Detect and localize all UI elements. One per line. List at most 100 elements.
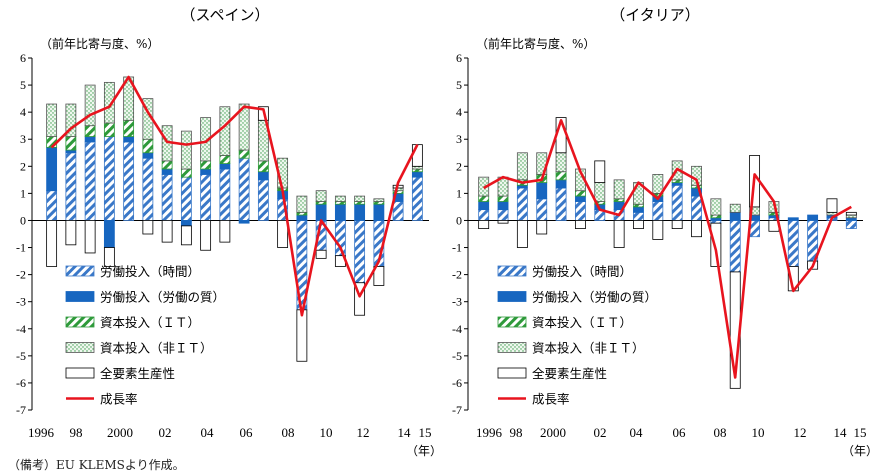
bar-4-2005 xyxy=(652,174,664,194)
bar-2-2004 xyxy=(633,206,644,213)
bar-5-2002 xyxy=(161,220,173,243)
legend-swatch xyxy=(65,291,95,302)
legend-label: 成長率 xyxy=(100,392,138,407)
bar-3-2012 xyxy=(354,201,366,205)
legend-label: 労働投入（労働の質） xyxy=(532,290,657,305)
bar-4-2003 xyxy=(180,130,192,170)
bar-4-2002 xyxy=(594,182,606,202)
bar-5-2006 xyxy=(671,220,683,229)
bar-1-2006 xyxy=(238,157,250,221)
legend-swatch xyxy=(65,316,95,328)
y-tick-label: -5 xyxy=(16,349,26,363)
bar-3-1997 xyxy=(65,136,77,151)
bar-3-2015 xyxy=(411,168,423,173)
bar-3-2001 xyxy=(142,138,154,154)
bar-1-2009 xyxy=(729,220,741,273)
bar-2-1997 xyxy=(497,201,509,211)
y-axis-label: （前年比寄与度、%） xyxy=(476,36,595,51)
bar-2-2013 xyxy=(807,214,819,221)
bar-1-1997 xyxy=(497,209,509,221)
growth-rate-line xyxy=(483,119,852,379)
y-tick-label: 4 xyxy=(456,105,462,119)
y-tick-label: -3 xyxy=(452,295,462,309)
bar-3-2008 xyxy=(710,214,722,219)
chart-panel-2: （イタリア）（前年比寄与度、%）6543210-1-2-3-4-5-6-7199… xyxy=(452,6,874,458)
legend-swatch xyxy=(65,367,95,379)
legend-swatch xyxy=(497,265,527,277)
bar-1-1996 xyxy=(478,209,490,221)
bar-3-2007 xyxy=(257,160,269,173)
bar-2-2011 xyxy=(334,203,346,221)
bar-2-2007 xyxy=(257,171,269,181)
bar-5-1996 xyxy=(46,220,58,267)
legend-label: 資本投入（非ＩＴ） xyxy=(100,341,213,356)
y-tick-label: -6 xyxy=(16,376,26,390)
bar-4-2015 xyxy=(845,214,857,219)
legend-label: 全要素生産性 xyxy=(100,366,175,381)
bar-2-1998 xyxy=(84,136,96,143)
bar-4-2010 xyxy=(315,190,327,202)
bar-5-2009 xyxy=(296,309,308,362)
bar-2-2006 xyxy=(671,182,683,186)
x-tick-label: 1996 xyxy=(28,425,55,440)
bar-1-2005 xyxy=(219,168,231,221)
legend-swatch xyxy=(497,367,527,379)
bar-2-2002 xyxy=(161,168,173,175)
x-tick-label: 04 xyxy=(201,425,215,440)
bar-1-1999 xyxy=(103,136,115,221)
x-tick-label: 15 xyxy=(854,425,867,440)
bar-2-2015 xyxy=(411,171,423,178)
bar-1-2007 xyxy=(691,195,702,221)
bar-1-2005 xyxy=(652,201,664,221)
bar-2-1997 xyxy=(65,149,77,154)
y-tick-label: -7 xyxy=(452,403,462,417)
bar-3-2006 xyxy=(671,179,683,183)
bar-1-2001 xyxy=(142,157,154,221)
y-tick-label: -4 xyxy=(452,322,462,336)
legend-swatch xyxy=(497,316,527,328)
bar-5-2014 xyxy=(826,198,838,213)
x-tick-label: 12 xyxy=(794,425,807,440)
bar-5-2008 xyxy=(277,220,289,248)
bar-3-2009 xyxy=(296,211,308,216)
legend: 労働投入（時間） 労働投入（労働の質） 資本投入（ＩＴ） 資本投入（非ＩＴ） 全要素生産… xyxy=(65,264,225,407)
bar-3-2011 xyxy=(334,201,346,205)
bar-2-2000 xyxy=(555,179,567,189)
chart-title: （スペイン） xyxy=(181,6,270,24)
bar-2-2001 xyxy=(574,195,586,202)
x-axis-unit: （年） xyxy=(842,444,874,458)
x-tick-label: 10 xyxy=(752,425,765,440)
x-tick-label: 08 xyxy=(714,425,727,440)
bar-5-1998 xyxy=(84,220,96,254)
bar-1-1996 xyxy=(46,190,58,221)
bar-3-1999 xyxy=(103,122,115,137)
bar-2-2001 xyxy=(142,152,154,159)
y-tick-label: -7 xyxy=(16,403,26,417)
y-tick-label: -2 xyxy=(16,268,26,282)
y-tick-label: 1 xyxy=(456,186,462,200)
y-tick-label: -5 xyxy=(452,349,462,363)
bar-1-2004 xyxy=(633,211,644,221)
bar-3-1996 xyxy=(478,195,490,202)
bar-3-2010 xyxy=(315,201,327,205)
bar-4-1997 xyxy=(65,103,77,137)
bar-3-2007 xyxy=(691,184,702,189)
bar-1-1999 xyxy=(536,198,548,221)
chart-title: （イタリア） xyxy=(610,6,699,24)
growth-rate-line xyxy=(50,75,419,317)
bar-5-2003 xyxy=(180,225,192,246)
y-tick-label: -1 xyxy=(452,241,462,255)
bar-1-2012 xyxy=(354,220,366,284)
legend-label: 資本投入（非ＩＴ） xyxy=(532,341,645,356)
legend-label: 労働投入（時間） xyxy=(100,264,200,279)
bar-4-2015 xyxy=(411,165,423,170)
x-tick-label: 14 xyxy=(398,425,412,440)
bar-1-1998 xyxy=(516,187,528,221)
bar-3-2001 xyxy=(574,190,586,197)
bar-5-2003 xyxy=(613,220,625,248)
y-tick-label: 4 xyxy=(20,105,26,119)
bar-4-2003 xyxy=(613,179,625,200)
bar-5-2012 xyxy=(354,282,366,316)
bar-2-2013 xyxy=(373,203,385,221)
